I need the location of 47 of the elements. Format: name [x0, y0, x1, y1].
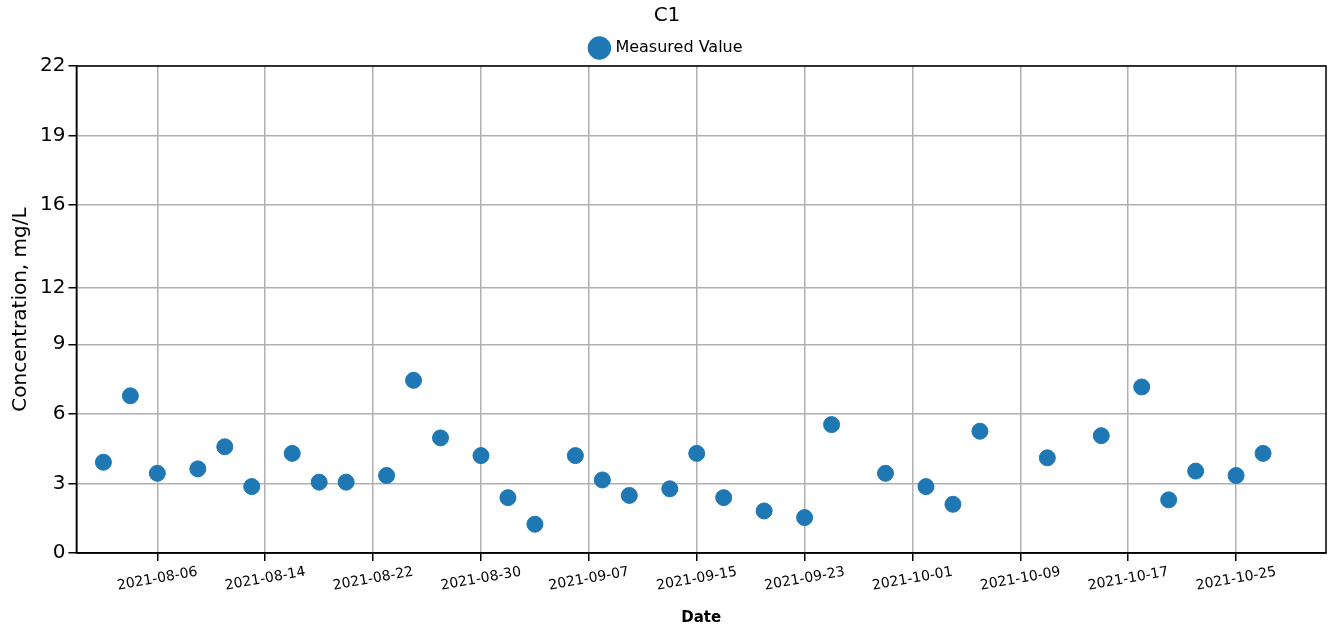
point: [526, 515, 544, 533]
point: [593, 471, 611, 489]
point: [310, 473, 328, 491]
y-tick-label: 16: [40, 191, 66, 216]
point: [148, 464, 166, 482]
point: [620, 486, 638, 504]
point: [944, 495, 962, 513]
point: [243, 478, 261, 496]
point: [1254, 444, 1272, 462]
point: [877, 464, 895, 482]
point: [971, 422, 989, 440]
y-tick-label: 9: [52, 330, 66, 355]
point: [1187, 462, 1205, 480]
point: [917, 478, 935, 496]
y-tick-label: 22: [40, 52, 66, 77]
point: [405, 371, 423, 389]
point: [378, 467, 396, 485]
point: [715, 489, 733, 507]
point: [755, 502, 773, 520]
point: [499, 489, 517, 507]
point: [1092, 427, 1110, 445]
point: [796, 509, 814, 527]
y-tick-label: 6: [52, 400, 66, 425]
point: [1133, 378, 1151, 396]
point: [823, 416, 841, 434]
legend-title: C1: [653, 2, 681, 27]
point: [1038, 449, 1056, 467]
point: [472, 447, 490, 465]
legend-label: Measured Value: [615, 37, 743, 57]
y-axis-title: Concentration, mg/L: [7, 206, 32, 412]
point: [121, 387, 139, 405]
point: [566, 447, 584, 465]
point: [1160, 491, 1178, 509]
y-tick-label: 12: [40, 273, 66, 298]
point: [283, 444, 301, 462]
point: [688, 444, 706, 462]
point: [189, 460, 207, 478]
point: [337, 473, 355, 491]
y-tick-label: 19: [40, 121, 66, 146]
y-tick-label: 3: [52, 469, 66, 494]
point: [1227, 467, 1245, 485]
x-axis-title: Date: [681, 607, 722, 626]
point: [432, 429, 450, 447]
point: [216, 438, 234, 456]
point: [94, 453, 112, 471]
point: [661, 480, 679, 498]
y-tick-label: 0: [52, 539, 66, 564]
